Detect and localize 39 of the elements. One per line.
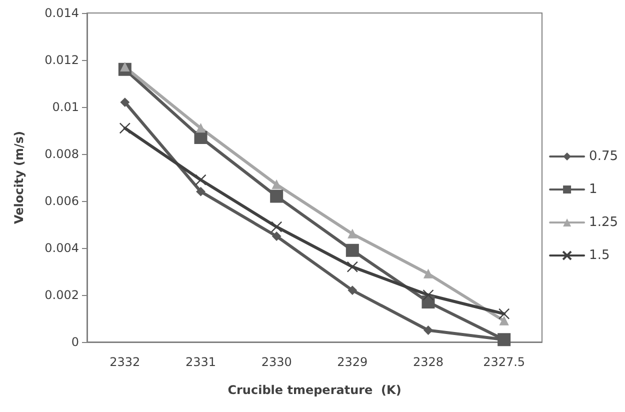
point bbox=[346, 261, 358, 272]
point bbox=[272, 232, 282, 241]
legend-label: 0.75 bbox=[589, 149, 618, 164]
x-tick-label: 2328 bbox=[412, 355, 444, 369]
point bbox=[422, 289, 434, 301]
y-tick-label: 0.008 bbox=[44, 147, 79, 161]
y-tick-label: 0.014 bbox=[44, 6, 79, 20]
y-tick-label: 0 bbox=[71, 335, 79, 349]
x-tick-label: 2332 bbox=[110, 355, 140, 369]
point bbox=[119, 122, 131, 134]
x-tick-label: 2331 bbox=[185, 355, 216, 369]
point bbox=[195, 174, 206, 186]
point bbox=[348, 229, 357, 238]
legend-label: 1.25 bbox=[589, 215, 618, 230]
x-tick-label: 2330 bbox=[261, 355, 292, 369]
point bbox=[120, 98, 130, 107]
point bbox=[424, 269, 433, 278]
point bbox=[196, 124, 206, 133]
y-tick-label: 0.006 bbox=[44, 194, 79, 208]
point bbox=[270, 221, 282, 232]
x-tick-label: 2329 bbox=[337, 355, 368, 369]
legend-label: 1.5 bbox=[589, 248, 610, 263]
legend-label: 1 bbox=[589, 182, 598, 197]
y-tick-label: 0.012 bbox=[44, 53, 79, 67]
x-tick-label: 2327.5 bbox=[483, 355, 526, 369]
y-axis-title: Velocity (m/s) bbox=[12, 130, 26, 224]
point bbox=[424, 326, 433, 335]
point bbox=[196, 187, 206, 196]
point bbox=[498, 308, 510, 320]
point bbox=[500, 316, 509, 326]
point bbox=[346, 244, 359, 257]
x-axis-title: Crucible tmeperature (K) bbox=[228, 383, 402, 397]
point bbox=[272, 180, 282, 190]
point bbox=[348, 286, 357, 295]
point bbox=[270, 190, 284, 203]
y-tick-label: 0.004 bbox=[44, 241, 79, 255]
y-tick-label: 0.002 bbox=[44, 288, 79, 302]
point bbox=[194, 131, 208, 144]
y-tick-label: 0.01 bbox=[52, 100, 79, 114]
